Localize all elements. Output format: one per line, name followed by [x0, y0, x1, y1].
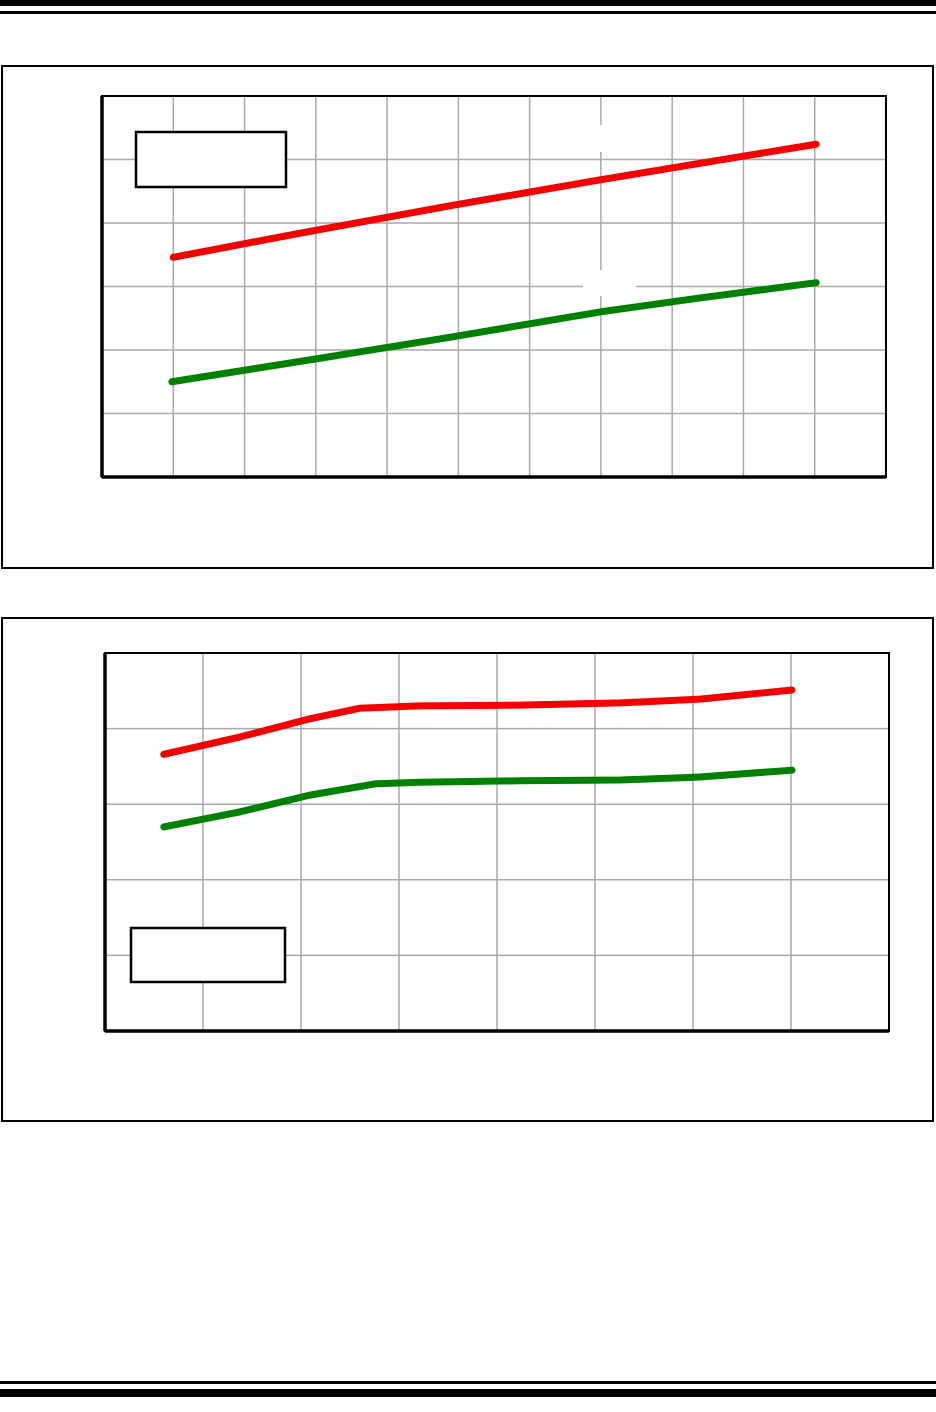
- green-line: [168, 279, 820, 386]
- bottom-chart: [103, 652, 890, 1033]
- green-line: [160, 766, 796, 831]
- top-chart: [100, 95, 887, 479]
- header-rule-thick: [0, 0, 936, 6]
- white-patch: [583, 270, 636, 296]
- white-patch: [595, 125, 608, 152]
- red-line: [160, 686, 796, 758]
- footer-rule-thick: [0, 1389, 936, 1397]
- red-line: [169, 140, 820, 261]
- header-rule-thin: [0, 11, 936, 14]
- footer-rule-thin: [0, 1381, 936, 1384]
- figure-panel-bottom: [1, 617, 934, 1122]
- top-chart-legend-box: [134, 130, 288, 189]
- bottom-chart-legend-box: [129, 926, 287, 984]
